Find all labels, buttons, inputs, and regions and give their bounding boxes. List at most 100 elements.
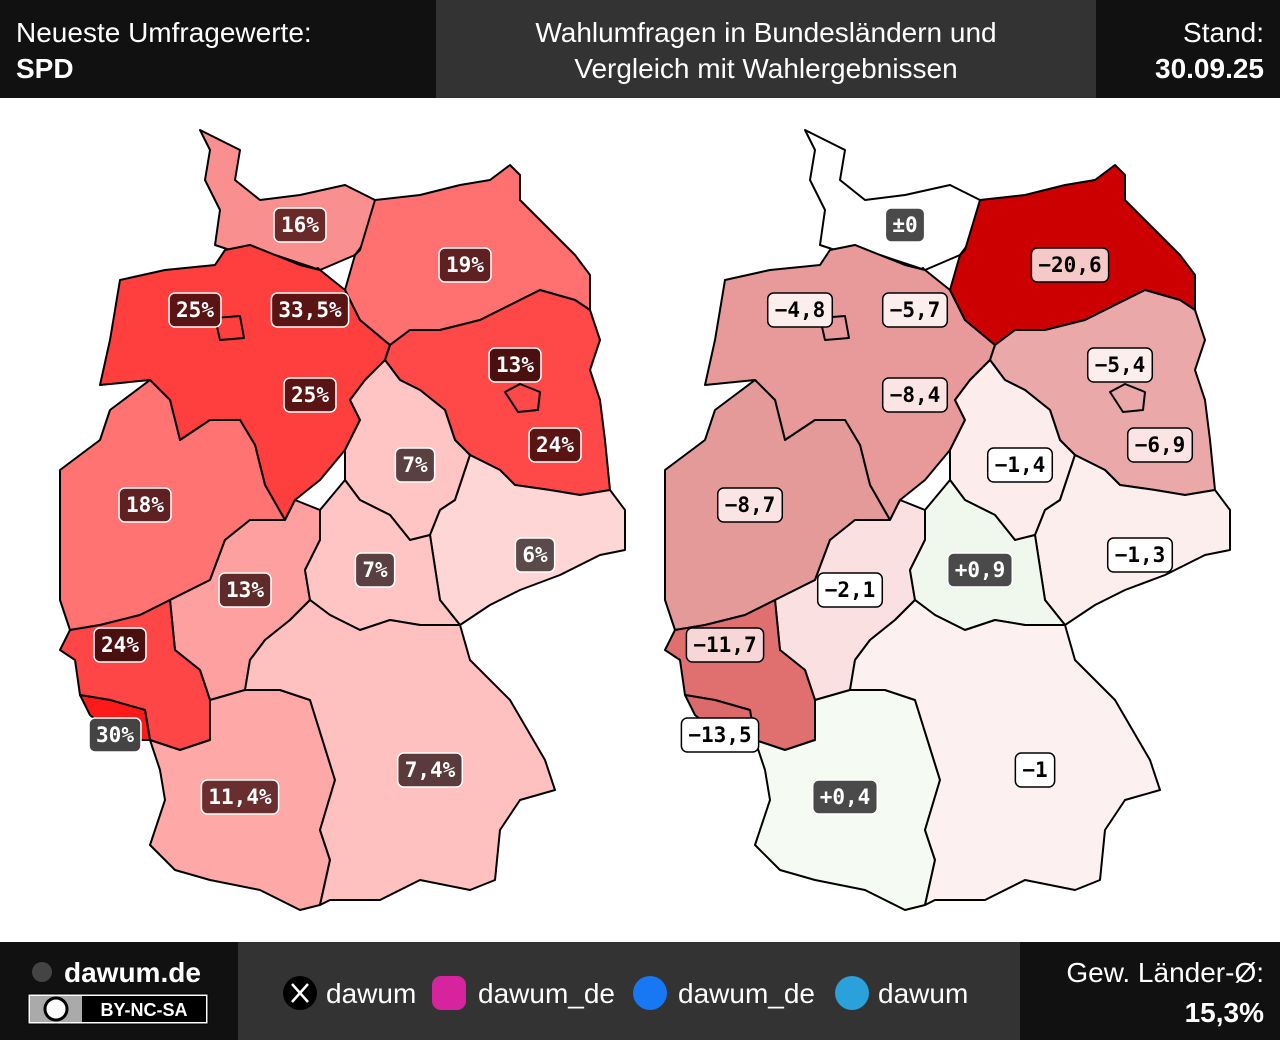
state [199, 129, 376, 271]
date: 30.09.25 [1155, 53, 1264, 84]
center-title: Wahlumfragen in Bundesländern und [535, 17, 996, 48]
state-label: 11,4% [208, 785, 272, 809]
label-box [200, 779, 280, 815]
telegram-icon [835, 976, 869, 1010]
state-label: 30% [96, 723, 134, 747]
state [1109, 383, 1146, 413]
state-label: −1 [1022, 758, 1047, 782]
state-label: 33,5% [278, 298, 342, 322]
label-box [680, 717, 760, 753]
state-label: −2,1 [825, 578, 876, 602]
state-label: ±0 [892, 213, 917, 237]
state-label: 24% [536, 433, 574, 457]
party: SPD [16, 53, 74, 84]
maps: 16% 33,5% 25% 25% 19% 24% 13% 7% 6% 18% 13% 7% 24% 30… [59, 129, 1231, 911]
label-box [881, 292, 949, 328]
label-box [766, 292, 834, 328]
label-box [881, 377, 949, 413]
label-box [1014, 752, 1056, 788]
label-box [946, 552, 1014, 588]
state-label: 13% [496, 353, 534, 377]
state-label: 18% [126, 493, 164, 517]
label-box [1106, 537, 1174, 573]
label-box [93, 627, 147, 663]
state-label: 19% [446, 253, 484, 277]
state-label: 16% [281, 213, 319, 237]
state-label: −5,7 [890, 298, 941, 322]
label-box [118, 487, 172, 523]
label-box [273, 207, 327, 243]
state-label: 13% [226, 578, 264, 602]
map: 16% 33,5% 25% 25% 19% 24% 13% 7% 6% 18% 13% 7% 24% 30… [59, 129, 626, 911]
label-box [488, 347, 542, 383]
state-label: 25% [291, 383, 329, 407]
state [504, 383, 541, 413]
state-label: −8,4 [890, 383, 941, 407]
social[interactable]: dawum [878, 978, 968, 1009]
state-label: 7% [402, 453, 428, 477]
label-box [354, 552, 396, 588]
footer-center [238, 942, 1020, 1040]
label-box [884, 207, 926, 243]
state-label: −8,7 [725, 493, 776, 517]
instagram-icon [432, 976, 466, 1010]
logo [32, 962, 52, 982]
social[interactable]: dawum_de [478, 978, 615, 1009]
label-box [283, 377, 337, 413]
avg-value: 15,3% [1185, 997, 1264, 1028]
label-box [396, 752, 464, 788]
label-box [270, 292, 350, 328]
label-box [1126, 427, 1194, 463]
x-glyph [291, 983, 309, 1003]
socials: dawum dawum_de dawum_de dawum [283, 976, 968, 1010]
label-box [811, 779, 879, 815]
state-label: 6% [522, 543, 548, 567]
social[interactable]: dawum [326, 978, 416, 1009]
license-bg [82, 996, 206, 1022]
header-left [0, 0, 436, 98]
label-box [528, 427, 582, 463]
avg-label: Gew. Länder-Ø: [1066, 957, 1264, 988]
state-label: −5,4 [1095, 353, 1146, 377]
state-label: −1,3 [1115, 543, 1166, 567]
label-box [218, 572, 272, 608]
state-label: −13,5 [688, 723, 751, 747]
header-right [1096, 0, 1280, 98]
label-box [394, 447, 436, 483]
state-label: +0,4 [820, 785, 871, 809]
label-box [88, 717, 142, 753]
left-title: Neueste Umfragewerte: [16, 17, 312, 48]
label-box [1086, 347, 1154, 383]
header-center [436, 0, 1096, 98]
state-label: 7% [362, 558, 388, 582]
license: BY-NC-SA [100, 1000, 187, 1020]
state [804, 129, 981, 271]
state [244, 599, 556, 906]
label-box [438, 247, 492, 283]
cc-icon [43, 996, 69, 1022]
site: dawum.de [64, 957, 201, 988]
state-label: −11,7 [693, 633, 756, 657]
state-label: 7,4% [405, 758, 456, 782]
state-label: 24% [101, 633, 139, 657]
label-box [986, 447, 1054, 483]
facebook-icon [633, 976, 667, 1010]
footer-right [1020, 942, 1280, 1040]
center-title: Vergleich mit Wahlergebnissen [574, 53, 957, 84]
label-box [816, 572, 884, 608]
state-label: −4,8 [775, 298, 826, 322]
social[interactable]: dawum_de [678, 978, 815, 1009]
state-label: −1,4 [995, 453, 1046, 477]
state-label: +0,9 [955, 558, 1006, 582]
state [849, 599, 1161, 906]
label-box [716, 487, 784, 523]
label-box [514, 537, 556, 573]
state-label: 25% [176, 298, 214, 322]
state-label: −6,9 [1135, 433, 1186, 457]
label-box [168, 292, 222, 328]
state-label: −20,6 [1038, 253, 1101, 277]
stand-label: Stand: [1183, 17, 1264, 48]
state [214, 315, 245, 341]
label-box [1030, 247, 1110, 283]
